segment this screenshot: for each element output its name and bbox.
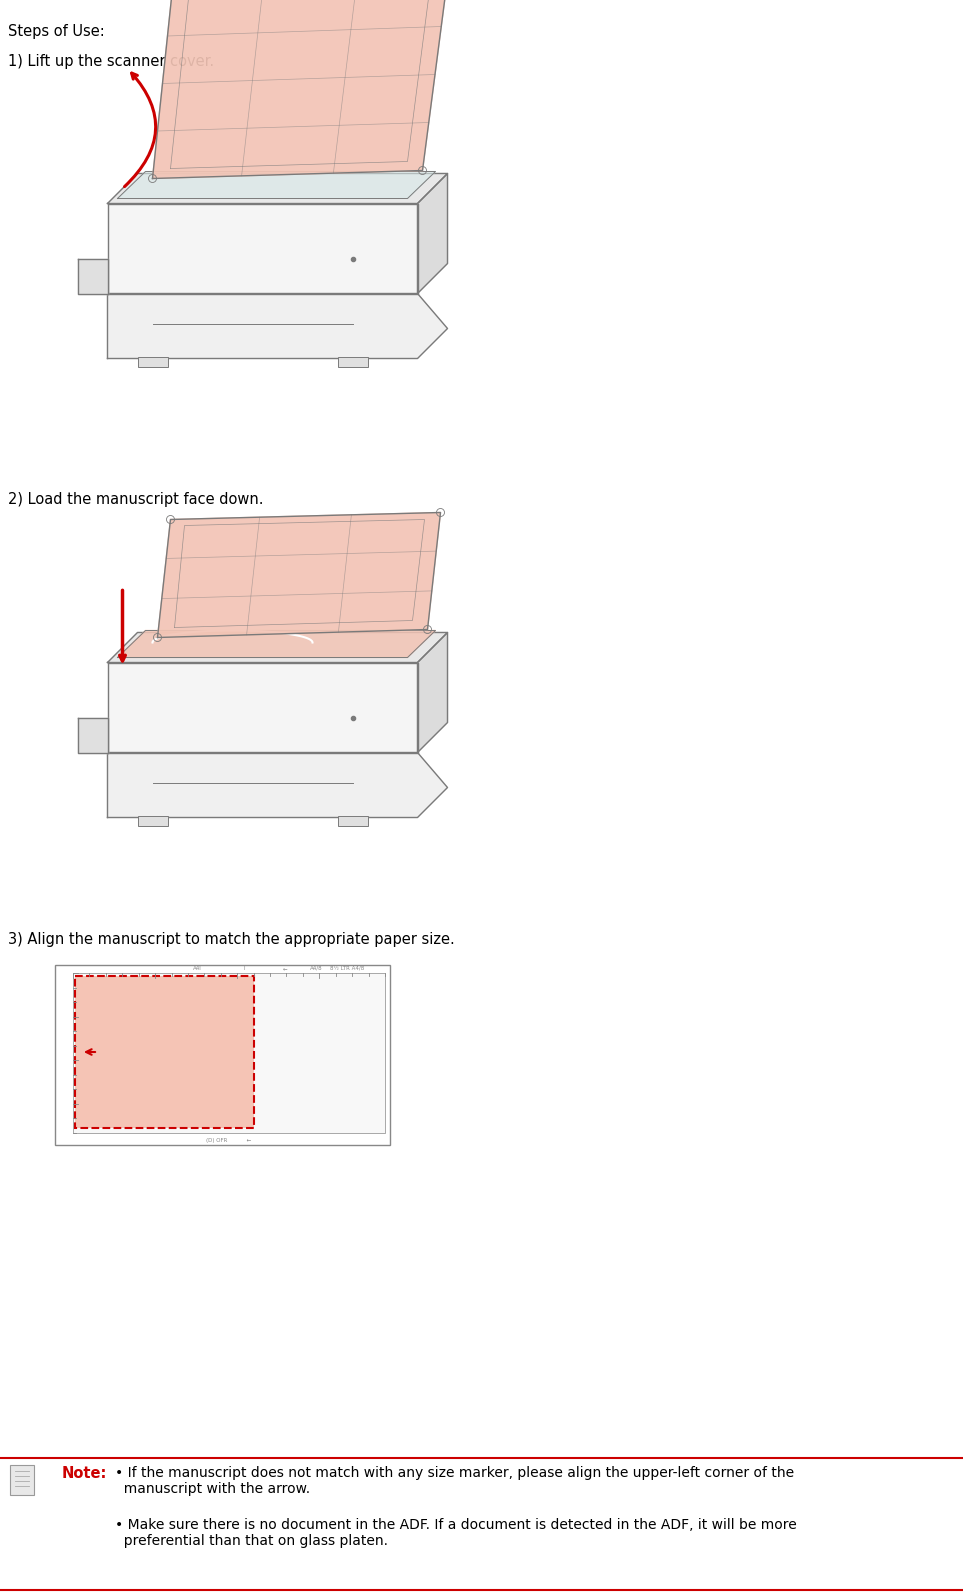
Polygon shape <box>108 293 448 358</box>
Polygon shape <box>108 204 418 293</box>
Text: 1) Lift up the scanner cover.: 1) Lift up the scanner cover. <box>8 54 214 68</box>
Text: Note:: Note: <box>62 1466 108 1481</box>
Polygon shape <box>158 513 440 637</box>
Text: 3) Align the manuscript to match the appropriate paper size.: 3) Align the manuscript to match the app… <box>8 932 455 946</box>
Text: A4I: A4I <box>194 965 202 972</box>
Text: I: I <box>244 965 246 972</box>
Polygon shape <box>418 632 448 752</box>
FancyBboxPatch shape <box>10 1466 34 1494</box>
Bar <box>337 357 368 366</box>
Text: 8½ LTR A4/8: 8½ LTR A4/8 <box>330 965 365 972</box>
Bar <box>55 965 390 1145</box>
Polygon shape <box>117 172 435 199</box>
Text: 2) Load the manuscript face down.: 2) Load the manuscript face down. <box>8 492 264 507</box>
Text: A4/8: A4/8 <box>310 965 323 972</box>
Bar <box>138 357 168 366</box>
Polygon shape <box>108 632 448 663</box>
Text: ←: ← <box>283 965 288 972</box>
Polygon shape <box>117 631 435 658</box>
Polygon shape <box>418 174 448 293</box>
Bar <box>138 816 168 825</box>
Bar <box>73 973 385 1133</box>
Text: • Make sure there is no document in the ADF. If a document is detected in the AD: • Make sure there is no document in the … <box>115 1518 796 1548</box>
Text: Steps of Use:: Steps of Use: <box>8 24 105 38</box>
Polygon shape <box>152 0 448 178</box>
Bar <box>75 977 254 1128</box>
Text: • If the manuscript does not match with any size marker, please align the upper-: • If the manuscript does not match with … <box>115 1466 794 1496</box>
Polygon shape <box>108 752 448 817</box>
Polygon shape <box>108 663 418 752</box>
Text: (D) OFR           ←: (D) OFR ← <box>206 1137 251 1144</box>
Polygon shape <box>77 717 108 752</box>
Bar <box>337 816 368 825</box>
Polygon shape <box>108 174 448 204</box>
Polygon shape <box>77 258 108 293</box>
